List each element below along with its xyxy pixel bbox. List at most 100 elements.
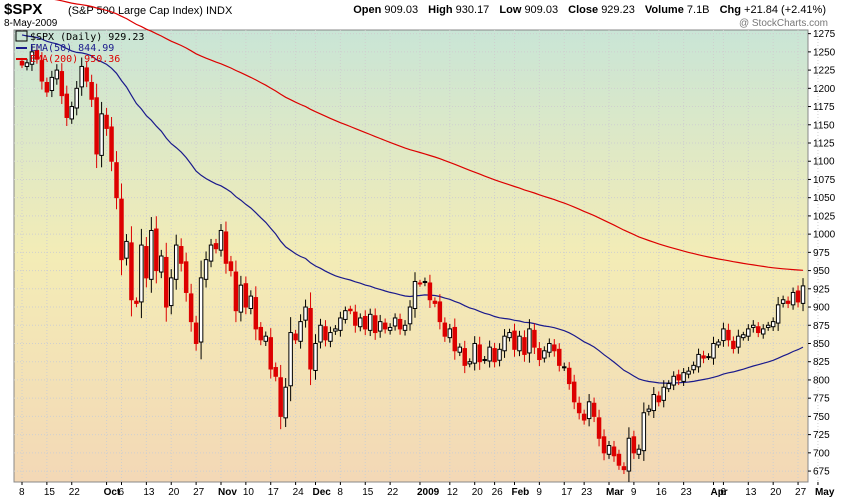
candle-body xyxy=(795,290,801,303)
candle-body xyxy=(656,395,662,403)
x-tick-label: 6 xyxy=(118,487,124,498)
candle-body xyxy=(512,330,517,350)
candle-body xyxy=(89,81,94,100)
x-tick-label: 24 xyxy=(293,487,305,498)
candle-body xyxy=(367,313,373,331)
y-tick-label: 775 xyxy=(813,394,830,405)
candle-body xyxy=(671,375,676,386)
candle-body xyxy=(517,335,522,352)
candle-body xyxy=(646,408,652,412)
y-tick-label: 1100 xyxy=(813,157,835,168)
candle-body xyxy=(407,306,413,325)
candle-body xyxy=(566,367,572,385)
candle-body xyxy=(134,300,139,304)
candle-body xyxy=(736,335,741,348)
x-tick-label: Dec xyxy=(313,487,332,498)
candle-body xyxy=(29,51,35,65)
candle-body xyxy=(681,372,686,382)
high-value: 930.17 xyxy=(455,4,490,16)
legend-price-swatch xyxy=(15,30,28,42)
high-label: High xyxy=(428,4,453,16)
candle-body xyxy=(557,348,562,366)
candle-body xyxy=(522,337,527,355)
x-tick-label: 26 xyxy=(492,487,504,498)
candle-body xyxy=(288,332,293,387)
candle-body xyxy=(353,311,358,326)
y-axis: 675 700 725 750 775 800 825 850 875 900 925 950 975 1… xyxy=(808,29,836,478)
x-tick-label: 10 xyxy=(243,487,255,498)
x-tick-label: Oct xyxy=(104,487,121,498)
candle-body xyxy=(193,322,199,344)
candle-body xyxy=(775,304,781,324)
candle-body xyxy=(164,256,169,308)
candle-body xyxy=(666,383,671,390)
candle-body xyxy=(721,328,726,342)
candle-body xyxy=(422,281,428,284)
x-tick-label: 15 xyxy=(362,487,374,498)
candle-body xyxy=(273,367,278,377)
candle-body xyxy=(218,229,224,251)
candle-body xyxy=(387,326,393,331)
candle-body xyxy=(437,301,443,323)
candle-body xyxy=(726,329,731,341)
y-tick-label: 800 xyxy=(813,375,830,386)
x-tick-label: 20 xyxy=(168,487,180,498)
candle-body xyxy=(780,299,786,304)
candle-body xyxy=(243,283,249,308)
candle-body xyxy=(412,281,418,309)
candle-body xyxy=(24,62,30,67)
candle-body xyxy=(188,293,194,323)
candle-body xyxy=(198,277,204,343)
candle-body xyxy=(173,244,179,280)
volume-value: 7.1B xyxy=(686,4,710,16)
y-tick-label: 1050 xyxy=(813,193,836,204)
candle-body xyxy=(119,198,124,261)
candle-body xyxy=(751,324,756,328)
candle-body xyxy=(223,231,229,264)
candle-body xyxy=(542,350,547,359)
ticker-symbol: $SPX xyxy=(4,1,43,18)
candle-body xyxy=(651,394,657,412)
candle-body xyxy=(263,335,269,342)
candle-body xyxy=(104,114,109,129)
candle-body xyxy=(293,333,298,341)
x-tick-label: Apr xyxy=(710,487,727,498)
legend: $SPX (Daily) 929.23 EMA(50) 844.99 EMA(2… xyxy=(15,30,144,65)
candle-body xyxy=(178,246,184,264)
candle-body xyxy=(238,284,244,313)
legend-ema50: EMA(50) 844.99 xyxy=(30,43,114,54)
candle-body xyxy=(552,344,557,352)
candle-body xyxy=(576,402,582,414)
candle-body xyxy=(785,300,791,304)
y-tick-label: 1075 xyxy=(813,175,836,186)
chart-header: $SPX (S&P 500 Large Cap Index) INDX 8-Ma… xyxy=(4,1,846,31)
y-tick-label: 1125 xyxy=(813,139,835,150)
candle-body xyxy=(144,246,149,279)
y-tick-label: 750 xyxy=(813,412,830,423)
candle-body xyxy=(606,445,612,455)
candle-body xyxy=(363,316,368,330)
candle-body xyxy=(716,341,721,346)
x-tick-label: 9 xyxy=(536,487,542,498)
x-tick-label: 8 xyxy=(337,487,343,498)
y-tick-label: 1200 xyxy=(813,84,836,95)
candle-body xyxy=(760,328,766,335)
volume-label: Volume xyxy=(644,4,684,16)
candle-body xyxy=(746,328,751,337)
candle-body xyxy=(417,282,423,285)
x-tick-label: 13 xyxy=(143,487,155,498)
candle-body xyxy=(507,332,512,339)
close-label: Close xyxy=(568,4,599,16)
candle-body xyxy=(462,348,467,366)
candle-body xyxy=(581,413,587,421)
candle-body xyxy=(790,291,796,306)
candle-body xyxy=(800,285,806,304)
candle-body xyxy=(19,60,25,66)
candle-body xyxy=(711,342,716,359)
candle-body xyxy=(636,448,642,455)
candle-body xyxy=(701,355,706,359)
candle-body xyxy=(323,326,328,341)
candle-body xyxy=(208,244,214,262)
y-tick-label: 1025 xyxy=(813,211,836,222)
